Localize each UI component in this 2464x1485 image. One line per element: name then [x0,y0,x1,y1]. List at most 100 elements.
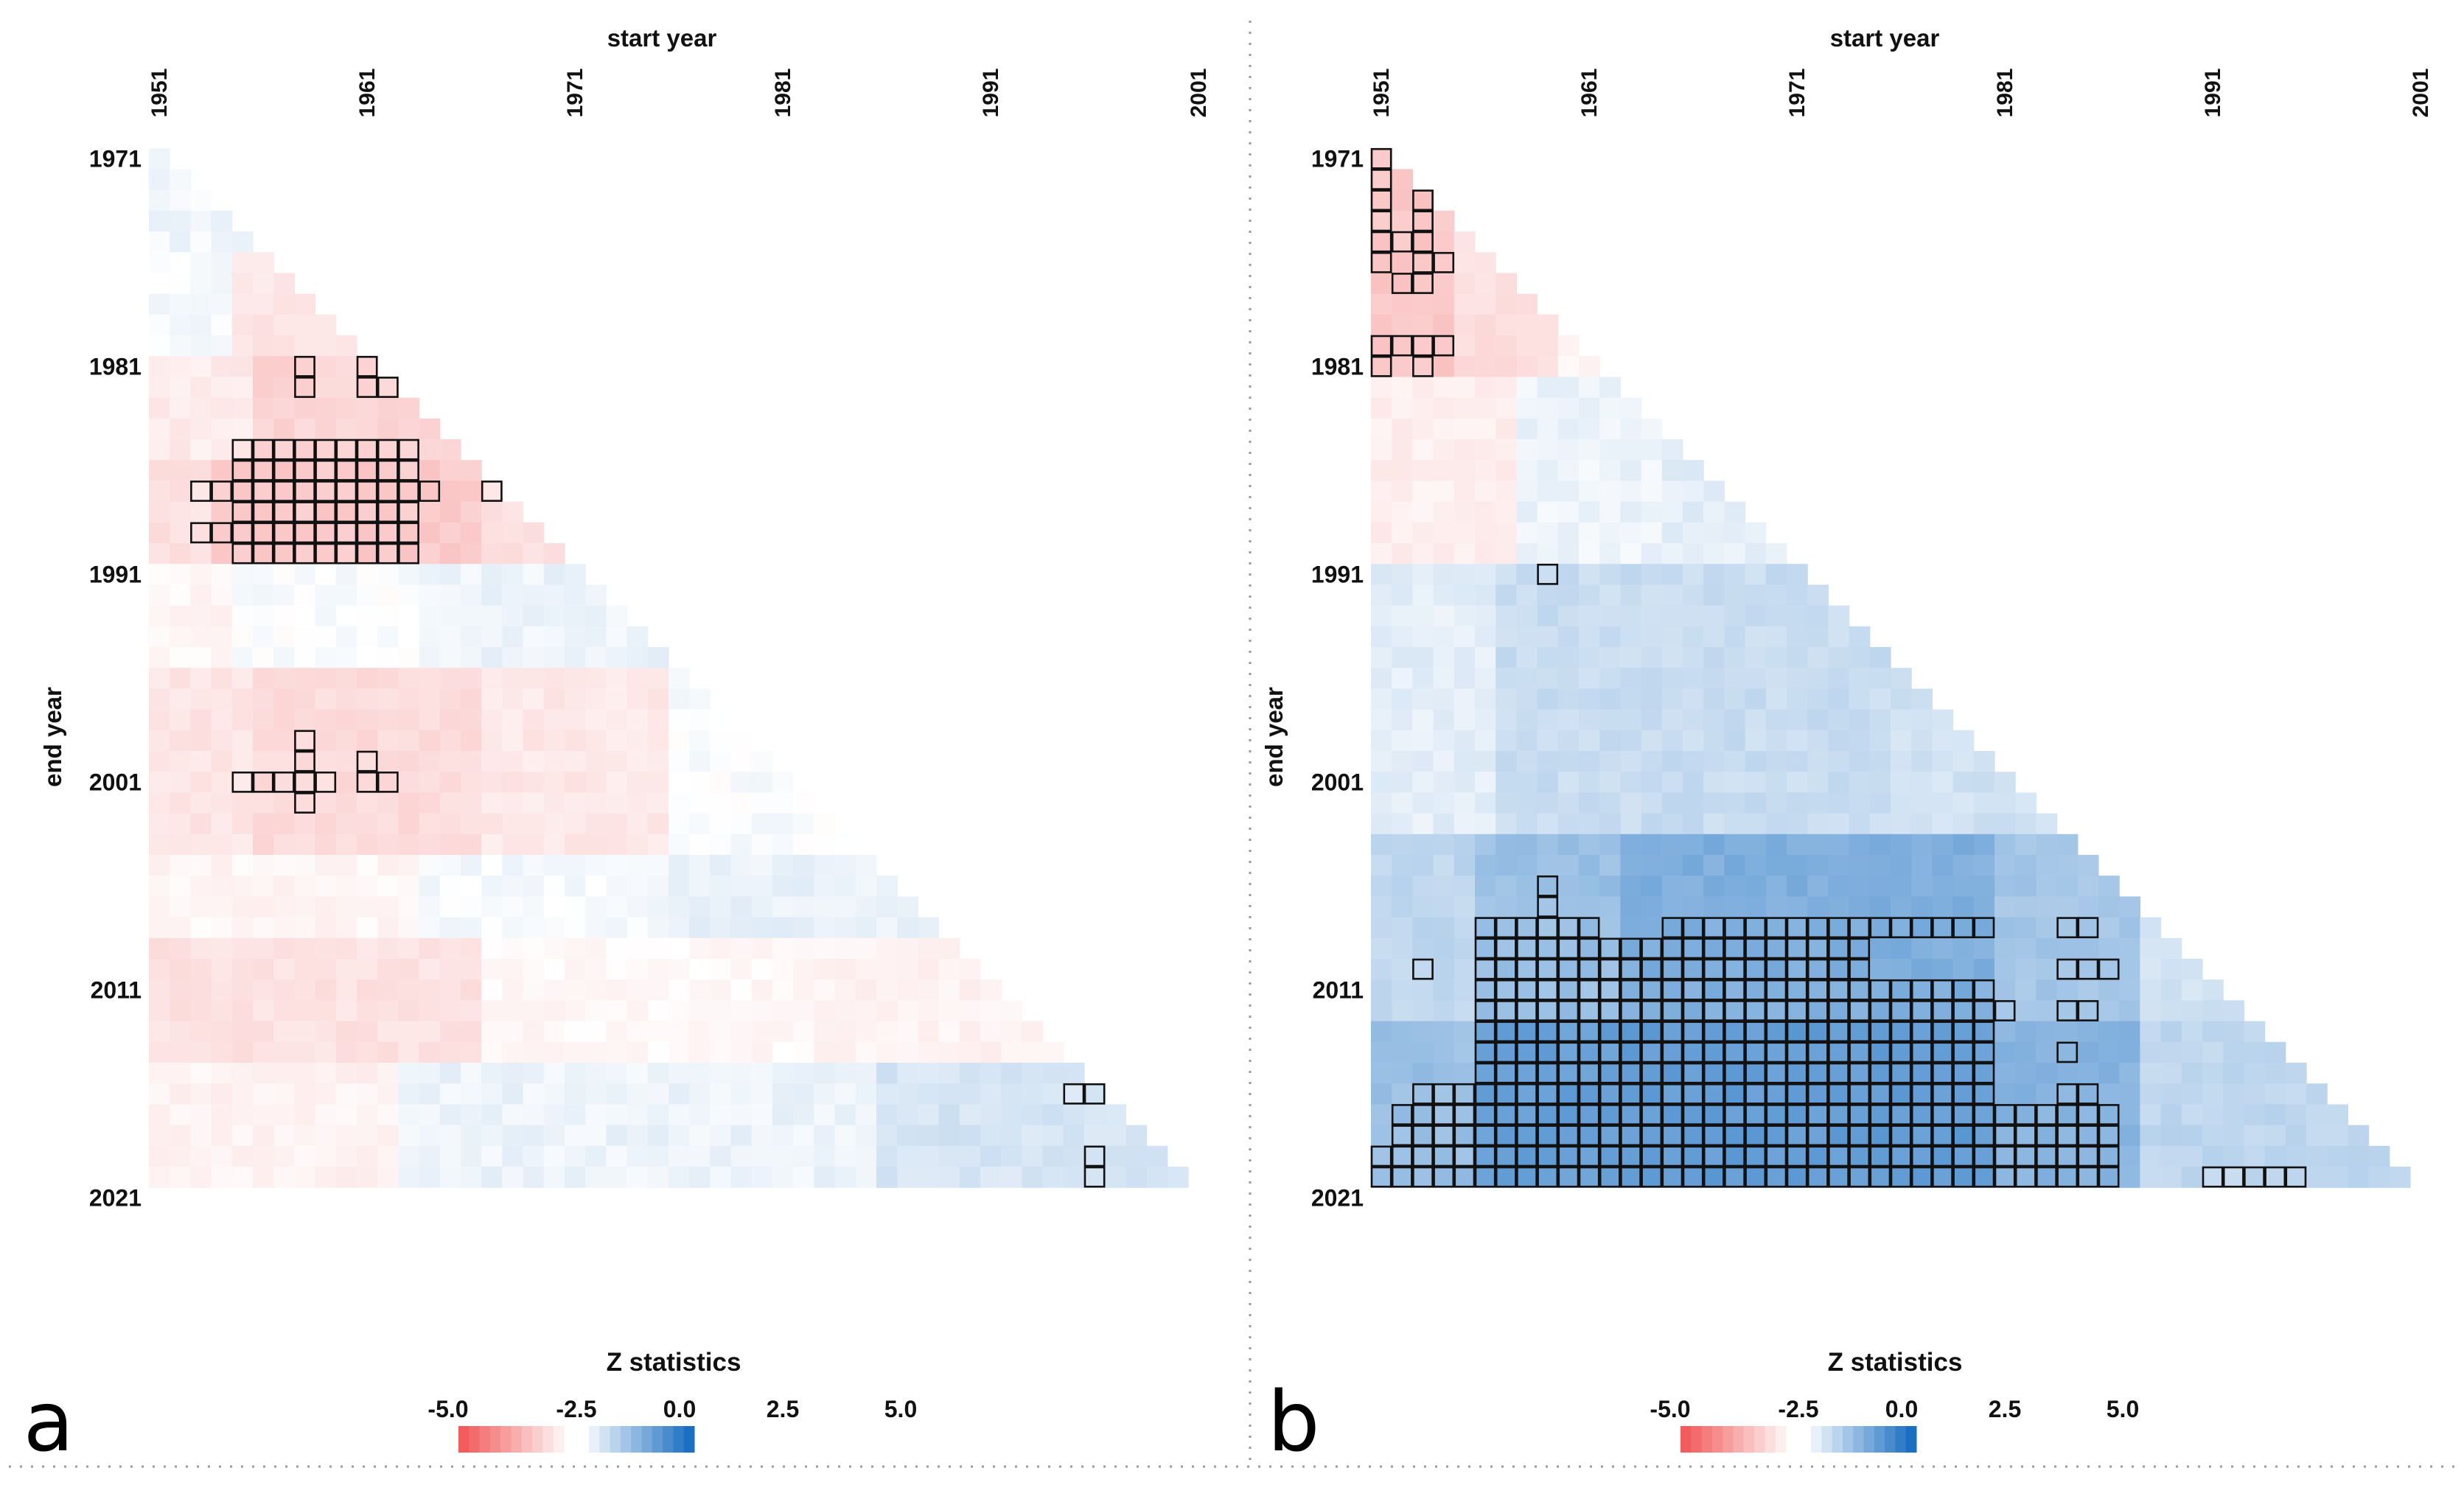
heatmap-cell [1641,1104,1663,1126]
heatmap-cell [1891,855,1912,876]
heatmap-cell [627,1145,649,1167]
heatmap-cell [689,979,711,1001]
heatmap-cell [1412,668,1434,689]
heatmap-cell [1849,937,1871,960]
heatmap-cell [2098,876,2120,897]
significant-cell-box [398,459,419,481]
heatmap-cell [1641,834,1663,856]
heatmap-cell [1495,896,1517,918]
heatmap-cell [1745,1000,1767,1022]
heatmap-cell [502,959,524,980]
heatmap-cell [1516,1063,1538,1084]
heatmap-cell [170,792,191,814]
heatmap-cell [1433,772,1455,793]
heatmap-cell [730,937,753,960]
heatmap-cell [876,917,898,939]
heatmap-cell [335,460,357,481]
heatmap-cell [1828,626,1850,648]
heatmap-cell [377,834,399,856]
heatmap-cell [335,335,357,357]
heatmap-cell [2140,1145,2162,1167]
heatmap-cell [294,1000,316,1022]
heatmap-cell [2285,1083,2307,1105]
heatmap-cell [2036,979,2058,1001]
heatmap-cell [1412,626,1434,648]
heatmap-cell [419,1021,441,1043]
heatmap-cell [1453,252,1476,273]
heatmap-cell [1745,1167,1767,1188]
heatmap-cell [1807,626,1829,648]
heatmap-cell [231,377,254,399]
significant-cell-box [1849,1041,1871,1063]
heatmap-cell [1765,959,1787,980]
significant-cell-box [1661,1000,1683,1021]
colorbar-tick-label: 0.0 [663,1396,696,1422]
heatmap-cell [1495,605,1517,627]
heatmap-cell [2015,937,2037,960]
heatmap-cell [523,522,545,544]
heatmap-cell [689,1021,711,1043]
heatmap-cell [1683,917,1704,939]
heatmap-cell [1765,626,1787,648]
heatmap-cell [710,772,732,793]
colorbar-swatch [1701,1426,1713,1453]
significant-cell-box [1828,1125,1849,1147]
heatmap-cell [1994,979,2016,1001]
heatmap-cell [1371,751,1392,772]
heatmap-cell [1453,418,1476,440]
heatmap-cell [1932,1104,1954,1126]
heatmap-cell [2160,1145,2182,1167]
panel-label-b: b [1267,1374,1319,1470]
heatmap-cell [315,481,337,503]
significant-cell-box [1641,979,1663,1001]
heatmap-cell [1537,1104,1559,1126]
heatmap-cell [1516,1125,1538,1147]
heatmap-cell [273,1021,295,1043]
heatmap-cell [669,1104,690,1126]
heatmap-cell [1453,626,1476,648]
heatmap-cell [1807,1104,1829,1126]
heatmap-cell [543,937,565,960]
significant-cell-box [1765,1062,1787,1084]
significant-cell-box [1516,1021,1538,1043]
heatmap-cell [1703,626,1725,648]
heatmap-cell [647,792,669,814]
heatmap-cell [357,876,378,897]
heatmap-cell [1932,1021,1954,1043]
significant-cell-box [2056,1000,2079,1021]
heatmap-cell [190,917,212,939]
heatmap-cell [1412,397,1434,419]
heatmap-cell [1392,397,1413,419]
heatmap-cell [2306,1125,2328,1147]
heatmap-cell [481,501,503,523]
heatmap-cell [1392,668,1413,689]
heatmap-cell [585,772,607,793]
significant-cell-box [1516,1166,1538,1188]
heatmap-cell [419,792,441,814]
heatmap-cell [1599,647,1621,668]
significant-cell-box [1745,958,1767,980]
heatmap-cell [149,937,170,960]
heatmap-cell [1579,1167,1600,1188]
heatmap-cell [1787,626,1808,648]
heatmap-cell [398,481,420,503]
heatmap-cell [1371,1000,1392,1022]
heatmap-cell [1579,605,1600,627]
heatmap-cell [502,896,524,918]
heatmap-cell [710,1125,732,1147]
heatmap-cell [439,1000,461,1022]
heatmap-cell [606,1000,628,1022]
heatmap-cell [689,709,711,731]
heatmap-cell [1557,584,1580,607]
heatmap-cell [1683,834,1704,856]
heatmap-cell [1891,730,1912,752]
heatmap-cell [1952,1063,1975,1084]
heatmap-cell [1828,1104,1850,1126]
heatmap-cell [1412,917,1434,939]
heatmap-cell [751,876,773,897]
heatmap-cell [1641,1041,1663,1063]
heatmap-cell [461,584,482,607]
heatmap-cell [439,1104,461,1126]
heatmap-cell [211,1104,233,1126]
